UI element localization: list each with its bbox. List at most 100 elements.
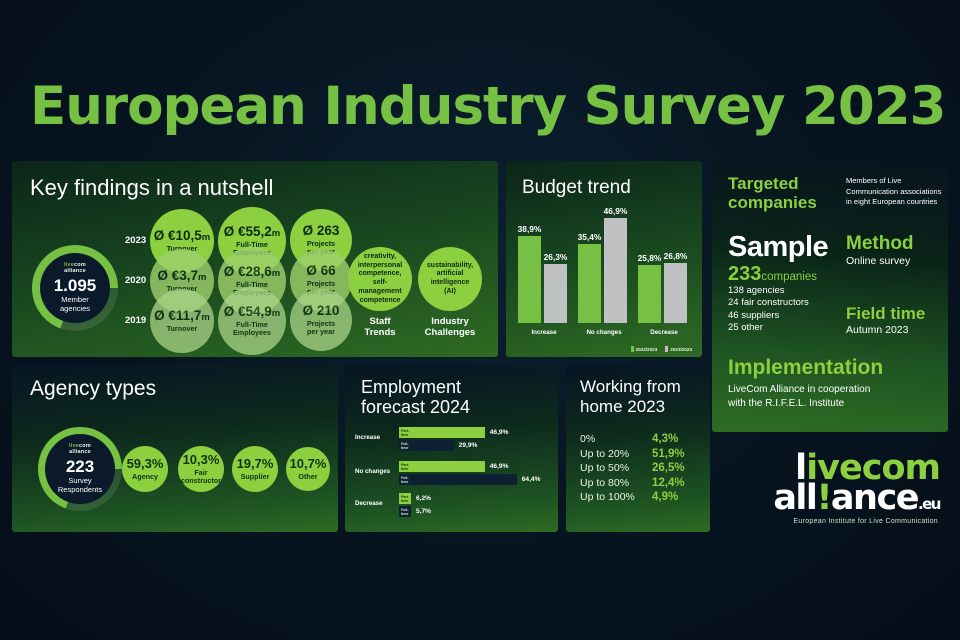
projects-value-2023: Ø 263: [302, 222, 340, 238]
sample-breakdown-item: 25 other: [728, 322, 763, 334]
wfh-row: 0% 4,3%: [580, 433, 698, 445]
projects-label1-2020: Projects: [306, 278, 336, 288]
logo-com-text: com: [79, 443, 91, 450]
working-from-home-heading: Working from home 2023: [580, 377, 681, 416]
staff-trends-caption-1: Staff: [369, 316, 391, 327]
key-findings-panel: Key findings in a nutshell livecom allia…: [12, 161, 498, 357]
survey-respondents-number: 223: [65, 456, 95, 476]
sample-count-row: 233companies: [728, 263, 817, 286]
employment-bar-tag: Full-time: [401, 475, 409, 484]
industry-challenges-bubble: sustainability, artificial intelligence …: [418, 247, 482, 311]
wfh-range-label: Up to 100%: [580, 491, 635, 503]
budget-bar-2023-2024: [664, 262, 687, 323]
projects-label1-2023: Projects: [306, 238, 336, 248]
budget-category-label: Decrease: [650, 329, 678, 336]
staff-trends-caption-2: Trends: [364, 326, 396, 338]
employment-category-label: Increase: [355, 434, 381, 441]
budget-bar-2022-2023: [578, 243, 601, 323]
industry-challenges-caption: Industry Challenges: [413, 316, 487, 339]
wfh-row: Up to 100% 4,9%: [580, 491, 698, 503]
logo-alliance-text: alliance: [64, 268, 86, 275]
budget-bar-value: 26,3%: [543, 252, 568, 263]
logo-live-text: live: [64, 262, 75, 269]
agency-type-bubble: 10,7% Other: [286, 447, 330, 491]
agency-type-percent: 10,7%: [289, 456, 327, 472]
wfh-range-label: Up to 50%: [580, 462, 630, 474]
budget-bar-value: 25,8%: [637, 253, 662, 264]
footer: Conducted by: Supported by: R R.I.F.E.L.…: [0, 538, 960, 640]
page-title: European Industry Survey 2023: [30, 76, 947, 137]
employees-value-2019: Ø €54,9m: [223, 303, 281, 319]
wfh-row: Up to 20% 51,9%: [580, 448, 698, 460]
employment-bar-full-time: Full-time: [399, 474, 517, 485]
agency-type-label: Other: [298, 471, 318, 481]
working-from-home-list: 0% 4,3% Up to 20% 51,9% Up to 50% 26,5% Up to …: [580, 433, 698, 506]
wfh-percent-value: 12,4%: [652, 476, 685, 489]
implementation-body: LiveCom Alliance in cooperation with the…: [728, 383, 870, 410]
logo-live-text: live: [69, 443, 80, 450]
budget-bar-group: 38,9% 26,3% Increase: [516, 211, 572, 336]
employees-bubble-2019: Ø €54,9m Full-Time Employees: [218, 287, 286, 355]
brand-line-livecom: livecom: [795, 448, 941, 488]
year-label-2019: 2019: [125, 315, 147, 326]
sample-breakdown-list: 138 agencies 24 fair constructors 46 sup…: [728, 285, 809, 334]
agency-type-bubble: 10,3% Fair constructor: [178, 446, 224, 492]
employees-label2-2019: Employees: [233, 328, 271, 338]
wfh-range-label: Up to 20%: [580, 447, 630, 460]
employment-bar-value: 5,7%: [416, 508, 432, 515]
employees-label1-2023: Full-Time: [236, 239, 268, 249]
employment-bar-part-time: Part-time: [399, 427, 485, 438]
sample-number: 233: [728, 263, 762, 285]
agency-type-percent: 10,3%: [182, 452, 220, 468]
budget-bar-group: 25,8% 26,8% Decrease: [636, 211, 692, 336]
livecom-logo-small: livecom alliance: [69, 444, 91, 456]
sample-breakdown-item: 24 fair constructors: [728, 297, 809, 309]
member-agencies-number: 1.095: [53, 275, 97, 295]
targeted-companies-body: Members of Live Communication associatio…: [846, 176, 942, 207]
employment-bar-tag: Full-time: [401, 507, 409, 516]
survey-respondents-caption-1: Survey: [68, 475, 92, 485]
budget-bar-value: 38,9%: [517, 223, 542, 234]
implementation-body-line2: with the R.I.F.E.L. Institute: [728, 397, 845, 409]
employment-row: Decrease Part-time 6,2% Full-time 5,7%: [355, 493, 551, 519]
turnover-value-2023: Ø €10,5m: [153, 228, 211, 244]
employment-bar-tag: Part-time: [401, 494, 410, 503]
budget-category-label: Increase: [531, 329, 557, 336]
budget-trend-legend: 2022/2023 2023/2024: [630, 346, 692, 352]
agency-type-label: Agency: [132, 471, 158, 481]
implementation-heading: Implementation: [728, 356, 884, 379]
member-agencies-donut: livecom alliance 1.095 Member agencies: [32, 245, 118, 331]
employment-bar-tag: Part-time: [401, 428, 410, 437]
turnover-value-2020: Ø €3,7m: [157, 268, 207, 284]
employment-bar-full-time: Full-time: [399, 506, 411, 517]
survey-respondents-donut-inner: livecom alliance 223 Survey Respondents: [45, 434, 115, 504]
budget-legend-item: 2022/2023: [630, 346, 657, 352]
budget-bar-2023-2024: [544, 264, 567, 323]
wfh-percent-value: 4,3%: [652, 433, 679, 445]
budget-category-label: No changes: [586, 329, 622, 336]
targeted-companies-heading: Targeted companies: [728, 174, 817, 212]
employment-bar-part-time: Part-time: [399, 493, 411, 504]
budget-bar-2022-2023: [518, 235, 541, 323]
budget-bar-value: 46,9%: [603, 205, 628, 216]
employees-value-2023: Ø €55,2m: [223, 223, 281, 239]
employment-bar-value: 64,4%: [521, 476, 541, 483]
employees-label1-2019: Full-Time: [236, 319, 268, 329]
agency-types-panel: Agency types livecom alliance 223 Survey…: [12, 365, 338, 532]
employment-forecast-panel: Employment forecast 2024 Increase Part-tim…: [345, 365, 558, 532]
budget-legend-item: 2023/2024: [665, 346, 692, 352]
survey-respondents-caption-2: Respondents: [57, 484, 103, 494]
budget-bar-value: 35,4%: [577, 231, 602, 242]
wfh-range-label: Up to 80%: [580, 476, 630, 489]
employment-forecast-heading: Employment forecast 2024: [361, 377, 471, 418]
wfh-percent-value: 51,9%: [652, 447, 685, 460]
employment-category-label: No changes: [355, 468, 391, 475]
employees-value-2020: Ø €28,6m: [223, 263, 281, 279]
employees-label1-2020: Full-Time: [236, 279, 268, 289]
employment-bar-full-time: Full-time: [399, 440, 454, 451]
agency-type-bubble: 59,3% Agency: [122, 446, 168, 492]
logo-alliance-text: alliance: [69, 449, 91, 456]
employment-row: No changes Part-time 46,9% Full-time 64,4%: [355, 461, 551, 487]
logo-com-text: com: [74, 262, 86, 269]
